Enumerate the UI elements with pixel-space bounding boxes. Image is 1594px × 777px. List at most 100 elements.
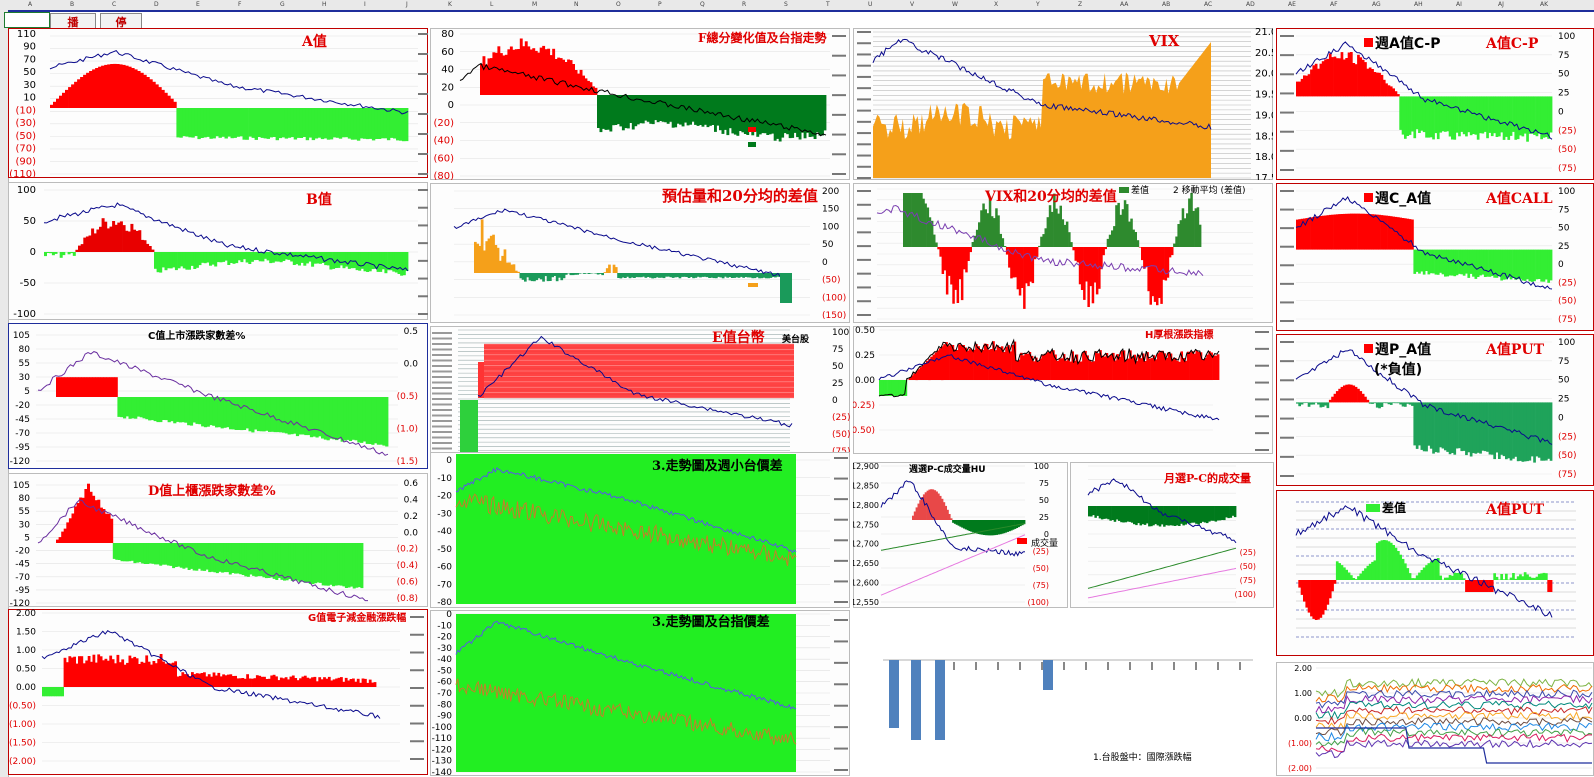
column-letter[interactable]: R — [742, 1, 747, 8]
chart-f-value[interactable]: 80 60 40 20 0 (20) (40) (60) (80) F總分變化值及台指走勢 — [430, 28, 850, 180]
area-bar — [216, 252, 220, 263]
area-bar — [699, 273, 702, 278]
column-letter[interactable]: X — [994, 1, 999, 8]
column-letter[interactable]: AH — [1414, 1, 1423, 8]
column-letter[interactable]: B — [70, 1, 75, 8]
column-letter[interactable]: Z — [1078, 1, 1083, 8]
column-letter[interactable]: D — [154, 1, 159, 8]
chart-d-value[interactable]: 105 80 55 30 5 -20 -45 -70 -95 -120 0.6 0.4 0.2 0.0 (0… — [8, 473, 428, 607]
area-bar — [217, 397, 221, 428]
area-bar — [1021, 520, 1024, 526]
area-bar — [577, 73, 580, 95]
area-bar — [1399, 402, 1402, 405]
column-letter[interactable]: U — [868, 1, 873, 8]
chart-a-put[interactable]: 100 75 50 25 0 (25) (50) (75) 週P_A值 A值PUT (*負值) — [1276, 334, 1594, 486]
chart-estimate-volume[interactable]: 200 150 100 50 0 (50) (100) (150) 預估量和20分均的差值 — [430, 183, 850, 323]
area-bar — [368, 108, 373, 139]
area-bar — [143, 240, 147, 252]
area-bar — [1310, 402, 1313, 405]
column-letter[interactable]: H — [322, 1, 327, 8]
column-letter[interactable]: I — [364, 1, 366, 8]
area-bar — [1439, 249, 1442, 273]
column-letter[interactable]: AD — [1246, 1, 1255, 8]
area-bar — [68, 87, 72, 108]
column-letter[interactable]: AC — [1204, 1, 1213, 8]
column-letter[interactable]: AA — [1120, 1, 1129, 8]
column-letter[interactable]: M — [532, 1, 538, 8]
name-box[interactable] — [4, 12, 50, 28]
line-series — [1315, 677, 1593, 698]
column-letter[interactable]: L — [490, 1, 494, 8]
column-letter[interactable]: E — [196, 1, 200, 8]
area-bar — [302, 108, 307, 137]
column-letter[interactable]: G — [280, 1, 285, 8]
chart-a-put-diff[interactable]: 差值 A值PUT — [1276, 490, 1594, 656]
column-letter[interactable]: AE — [1288, 1, 1296, 8]
axis-tick-label — [857, 300, 871, 303]
area-bar — [1378, 402, 1381, 409]
column-letter[interactable]: Q — [700, 1, 705, 8]
chart-a-value[interactable]: 110 90 70 50 30 10 (10) (30) (50) (70) (90) (110) A值 — [8, 28, 428, 178]
column-letter[interactable]: A — [28, 1, 33, 8]
axis-tick-label: 50 — [23, 216, 36, 227]
axis-tick-label: -60 — [437, 678, 452, 688]
area-bar — [509, 46, 513, 95]
chart-a-call[interactable]: 100 75 50 25 0 (25) (50) (75) 週C_A值 A值CALL — [1276, 183, 1594, 331]
chart-trend-weekly-spread[interactable]: 0 -10 -20 -30 -40 -50 -60 -70 -80 3.走勢圖及週小台價差 — [430, 452, 850, 608]
chart-c-value[interactable]: 105 80 55 30 5 -20 -45 -70 -95 -120 0.5 0.0 (0.5) (1.… — [8, 323, 428, 469]
column-letter[interactable]: V — [910, 1, 915, 8]
column-letter[interactable]: W — [952, 1, 958, 8]
column-letter[interactable]: C — [112, 1, 117, 8]
area-bar — [166, 663, 170, 687]
chart-monthly-pc-volume[interactable]: (25) (50) (75) (100) 月選P-C的成交量 — [1070, 462, 1274, 608]
area-bar — [306, 543, 310, 583]
legend-swatch — [748, 127, 756, 132]
column-letter[interactable]: AB — [1162, 1, 1171, 8]
chart-h-value[interactable]: 0.500.250.00(0.25)(0.50)H厚根漲跌指標 — [853, 326, 1273, 454]
axis-tick-label — [857, 75, 871, 78]
area-bar — [758, 95, 762, 135]
area-bar — [778, 273, 782, 277]
area-bar — [114, 224, 118, 252]
column-letter[interactable]: N — [574, 1, 579, 8]
column-letter[interactable]: AF — [1330, 1, 1338, 8]
chart-weekly-pc-volume[interactable]: 12,900 12,850 12,800 12,750 12,700 12,650 12,6… — [853, 462, 1068, 608]
area-bar — [1300, 402, 1304, 405]
chart-international-change[interactable]: 1.台股盤中：國際漲跌幅 — [853, 620, 1273, 776]
chart-trend-index-spread[interactable]: 0 -10 -20 -30 -40 -50 -60 -70 -80 -90 -100 -110 -120… — [430, 610, 850, 776]
area-bar — [1008, 520, 1011, 532]
column-letter[interactable]: AK — [1540, 1, 1549, 8]
chart-multi-lines[interactable]: 2.00 1.00 0.00 (1.00) (2.00) — [1276, 662, 1594, 776]
column-letter[interactable]: AJ — [1498, 1, 1504, 8]
chart-b-value[interactable]: 100 50 0 -50 -100 B值 — [8, 182, 428, 320]
chart-vix-20ma[interactable]: VIX和20分均的差值 差值 2 移動平均 (差值) — [853, 183, 1273, 323]
chart-monthly-pc-volume-svg: (25)(50)(75)(100)月選P-C的成交量 — [1070, 462, 1274, 608]
area-bar — [778, 95, 782, 142]
column-letter[interactable]: T — [826, 1, 830, 8]
area-bar — [997, 520, 1000, 535]
area-bar — [63, 657, 67, 687]
column-letter[interactable]: AG — [1372, 1, 1381, 8]
chart-a-cp[interactable]: 100 75 50 25 0 (25) (50) (75) 週A值C-P A值C-P — [1276, 28, 1594, 180]
column-letter[interactable]: P — [658, 1, 662, 8]
area-bar — [1018, 247, 1022, 296]
area-bar — [1133, 506, 1136, 525]
column-letter[interactable]: O — [616, 1, 621, 8]
column-letter[interactable]: K — [448, 1, 452, 8]
column-letter[interactable]: Y — [1036, 1, 1040, 8]
area-bar — [1109, 354, 1113, 380]
column-letter[interactable]: F — [238, 1, 242, 8]
column-letter[interactable]: J — [406, 1, 408, 8]
axis-tick-label — [857, 272, 871, 275]
area-bar — [187, 397, 191, 426]
area-bar — [765, 273, 768, 279]
chart-g-value[interactable]: 2.00 1.50 1.00 0.50 0.00 (0.50) (1.00) (1.50) (2… — [8, 609, 428, 775]
axis-tick-label — [857, 132, 871, 135]
area-bar — [239, 678, 242, 687]
chart-vix[interactable]: 21.020.520.019.519.018.518.017.5VIX — [853, 28, 1273, 180]
column-letter[interactable]: AI — [1456, 1, 1462, 8]
area-bar — [1043, 353, 1047, 380]
column-letter[interactable]: S — [784, 1, 788, 8]
